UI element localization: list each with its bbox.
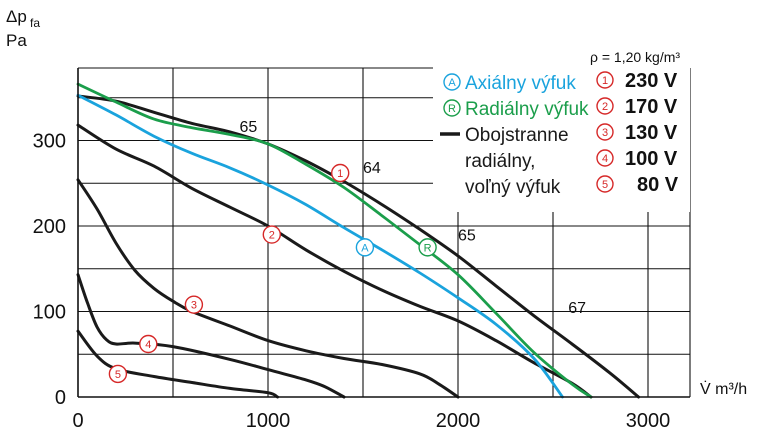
curve-marker-symbol: 5 bbox=[115, 369, 121, 381]
legend-radial-symbol: R bbox=[448, 103, 456, 115]
axes: 0 1000 2000 3000 0 100 200 300 bbox=[33, 68, 690, 432]
legend-axial-label: Axiálny výfuk bbox=[465, 73, 576, 94]
speed-2-circle bbox=[596, 97, 614, 115]
curve-marker-1: 1 bbox=[331, 163, 350, 183]
legend-item-axial: A Axiálny výfuk bbox=[443, 73, 576, 94]
speed-4-circle bbox=[596, 149, 614, 167]
density-label: ρ = 1,20 kg/m³ bbox=[590, 49, 680, 65]
curve-marker-symbol: 3 bbox=[191, 300, 197, 312]
legend-double-sided-label-line1: Obojstranne bbox=[465, 125, 569, 146]
y-tick-label: 0 bbox=[55, 387, 66, 409]
curve-marker-symbol: 4 bbox=[145, 339, 151, 351]
y-tick-label: 100 bbox=[33, 302, 66, 324]
curve-marker-symbol: A bbox=[361, 242, 369, 254]
speed-2-symbol: 2 bbox=[602, 101, 608, 113]
speed-4-label: 100 V bbox=[625, 148, 678, 170]
series-line-black2 bbox=[76, 123, 593, 399]
efficiency-label: 65 bbox=[240, 119, 258, 136]
curve-marker-3: 3 bbox=[184, 295, 204, 314]
series-line-axial bbox=[76, 93, 564, 399]
curve-marker-4: 4 bbox=[139, 334, 158, 354]
curve-marker-circle bbox=[355, 238, 375, 257]
speed-legend: 1 230 V 2 170 V 3 130 V 4 100 V 5 80 V bbox=[596, 70, 679, 196]
curve-markers: 1 2 3 4 5 A R bbox=[108, 163, 437, 384]
curve-marker-5: 5 bbox=[108, 364, 128, 384]
x-tick-label: 2000 bbox=[436, 410, 481, 432]
series-line-radial bbox=[76, 82, 593, 399]
legend-radial-symbol-circle bbox=[443, 99, 461, 117]
legend-double-sided-label-line3: voľný výfuk bbox=[465, 177, 561, 198]
y-axis-label-unit: Pa bbox=[6, 31, 27, 50]
speed-3-label: 130 V bbox=[625, 122, 678, 144]
y-tick-label: 300 bbox=[33, 131, 66, 153]
speed-5-symbol: 5 bbox=[602, 179, 608, 191]
legend: A Axiálny výfuk R Radiálny výfuk Obojstr… bbox=[440, 73, 589, 198]
y-axis-label-symbol: Δp bbox=[6, 7, 27, 26]
x-tick-label: 3000 bbox=[626, 410, 671, 432]
speed-item-5: 5 80 V bbox=[596, 174, 679, 196]
curve-marker-A: A bbox=[355, 238, 375, 257]
curve-marker-circle bbox=[418, 238, 437, 257]
legend-radial-label: Radiálny výfuk bbox=[465, 99, 589, 120]
x-tick-label: 0 bbox=[72, 410, 83, 432]
x-tick-label: 1000 bbox=[246, 410, 291, 432]
curve-marker-circle bbox=[331, 163, 350, 183]
efficiency-label: 64 bbox=[363, 160, 381, 177]
legend-axial-symbol: A bbox=[448, 77, 456, 89]
speed-item-4: 4 100 V bbox=[596, 148, 678, 170]
legend-double-sided-label-line2: radiálny, bbox=[465, 151, 535, 172]
speed-3-circle bbox=[596, 123, 614, 141]
series-line-black5 bbox=[76, 329, 279, 399]
speed-item-2: 2 170 V bbox=[596, 96, 678, 118]
legend-item-radial: R Radiálny výfuk bbox=[443, 99, 589, 120]
y-tick-label: 200 bbox=[33, 216, 66, 238]
efficiency-label: 67 bbox=[568, 300, 586, 317]
speed-1-circle bbox=[596, 71, 614, 89]
curve-marker-2: 2 bbox=[262, 225, 281, 244]
curve-marker-circle bbox=[262, 225, 281, 244]
speed-5-label: 80 V bbox=[637, 174, 679, 196]
legend-axial-symbol-circle bbox=[443, 73, 461, 91]
y-axis-label-subscript: fa bbox=[30, 16, 40, 30]
speed-3-symbol: 3 bbox=[602, 127, 608, 139]
curve-marker-symbol: 1 bbox=[337, 168, 343, 180]
curve-marker-R: R bbox=[418, 238, 437, 257]
curve-marker-circle bbox=[184, 295, 204, 314]
series-line-black3 bbox=[76, 178, 460, 399]
speed-4-symbol: 4 bbox=[602, 153, 608, 165]
curve-marker-symbol: R bbox=[424, 242, 432, 254]
speed-1-label: 230 V bbox=[625, 70, 678, 92]
curve-marker-symbol: 2 bbox=[269, 230, 275, 242]
legend-item-double-sided: Obojstranne radiálny, voľný výfuk bbox=[440, 125, 569, 198]
series-line-black1 bbox=[76, 94, 640, 399]
speed-2-label: 170 V bbox=[625, 96, 678, 118]
curve-marker-circle bbox=[139, 334, 158, 354]
x-axis-label: V̇ m³/h bbox=[700, 380, 747, 398]
curve-marker-circle bbox=[108, 364, 128, 384]
efficiency-labels: 65 64 65 67 bbox=[240, 119, 587, 317]
efficiency-label: 65 bbox=[458, 228, 476, 245]
speed-item-3: 3 130 V bbox=[596, 122, 678, 144]
speed-item-1: 1 230 V bbox=[596, 70, 678, 92]
speed-1-symbol: 1 bbox=[602, 75, 608, 87]
legend-background bbox=[433, 67, 690, 212]
speed-5-circle bbox=[596, 175, 614, 193]
